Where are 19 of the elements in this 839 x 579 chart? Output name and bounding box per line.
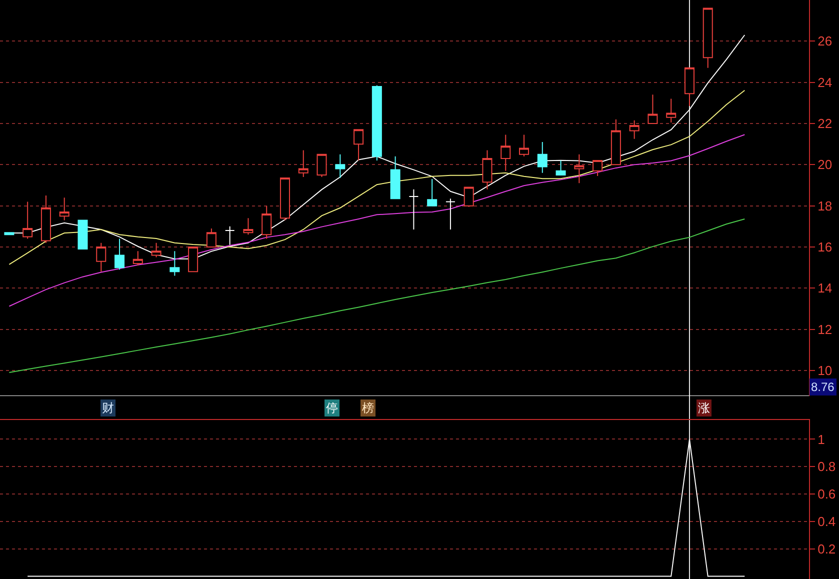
y-tick-label: 14 bbox=[818, 280, 832, 296]
y-tick-label: 1 bbox=[818, 432, 825, 447]
ref-line-label: 8.76 bbox=[811, 380, 835, 394]
text: 财 bbox=[102, 401, 114, 415]
y-tick-label: 24 bbox=[818, 74, 832, 90]
y-tick-label: 22 bbox=[818, 116, 832, 132]
y-tick-label: 10 bbox=[818, 363, 832, 378]
text: 榜 bbox=[362, 401, 374, 415]
y-tick-label: 0.6 bbox=[818, 486, 836, 502]
y-tick-label: 0.8 bbox=[818, 459, 836, 474]
y-tick-label: 0.4 bbox=[818, 514, 836, 529]
y-tick-label: 20 bbox=[818, 157, 832, 172]
text: 涨 bbox=[698, 401, 710, 415]
y-tick-label: 16 bbox=[818, 240, 832, 255]
text: 停 bbox=[326, 401, 338, 415]
y-tick-label: 18 bbox=[818, 198, 832, 214]
y-tick-label: 0.2 bbox=[818, 541, 836, 556]
y-tick-label: 26 bbox=[818, 34, 832, 49]
y-tick-label: 12 bbox=[818, 322, 832, 337]
